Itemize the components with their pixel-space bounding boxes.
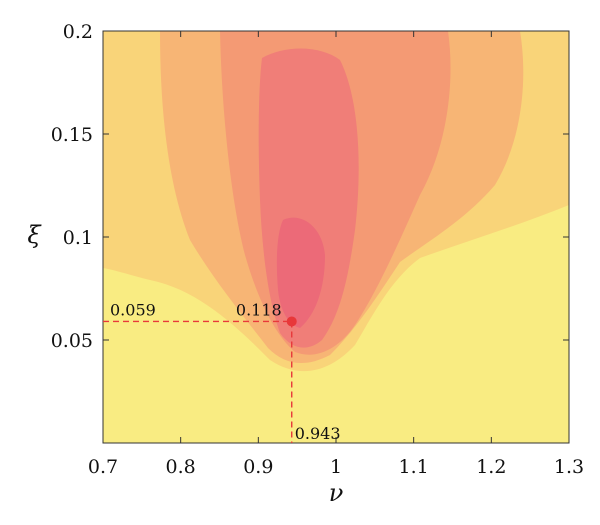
x-tick-label: 1 bbox=[330, 456, 342, 478]
y-tick-label: 0.2 bbox=[63, 21, 93, 43]
x-tick-label: 0.9 bbox=[243, 456, 273, 478]
guide-lines: 0.059 0.118 0.943 bbox=[103, 300, 341, 443]
x-tick-label: 1.1 bbox=[399, 456, 429, 478]
point-value-annotation: 0.118 bbox=[236, 300, 282, 319]
y-tick-label: 0.05 bbox=[51, 330, 93, 352]
x-tick-label: 0.7 bbox=[88, 456, 118, 478]
contour-band bbox=[276, 217, 325, 328]
contour-plot-area bbox=[103, 31, 569, 443]
y-axis-title: ξ bbox=[27, 221, 42, 249]
axis-ticks: 0.7 0.8 0.9 1 1.1 1.2 1.3 0.05 0.1 0.15 0.2 bbox=[51, 21, 584, 478]
x-tick-label: 0.8 bbox=[166, 456, 196, 478]
y-tick-label: 0.15 bbox=[51, 124, 93, 146]
y-value-annotation: 0.059 bbox=[110, 300, 156, 319]
x-tick-label: 1.2 bbox=[476, 456, 506, 478]
y-tick-label: 0.1 bbox=[63, 227, 93, 249]
x-axis-title: ν bbox=[329, 479, 344, 507]
x-tick-label: 1.3 bbox=[554, 456, 584, 478]
optimum-point bbox=[286, 316, 297, 327]
x-value-annotation: 0.943 bbox=[295, 424, 341, 443]
